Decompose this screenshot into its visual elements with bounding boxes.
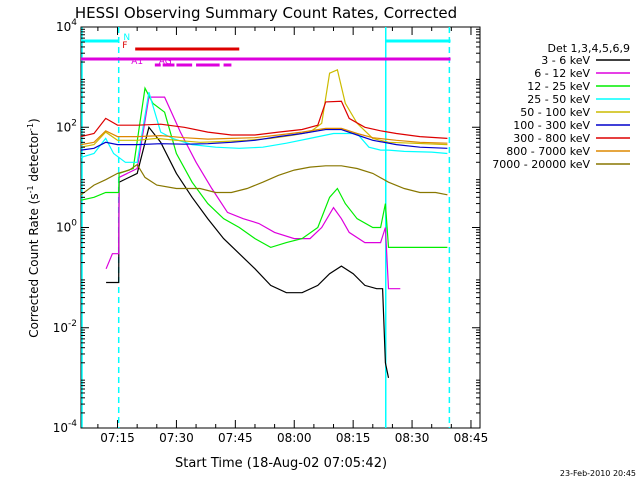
legend-label-6: 300 - 800 keV (513, 132, 590, 145)
y-axis-label: Corrected Count Rate (s-1 detector-1) (26, 118, 41, 337)
flag-label-f: F (122, 41, 127, 51)
footer-date: 23-Feb-2010 20:45 (560, 469, 636, 478)
x-tick-label-1: 07:30 (159, 431, 194, 445)
x-tick-label-3: 08:00 (277, 431, 312, 445)
x-axis-label: Start Time (18-Aug-02 07:05:42) (175, 456, 387, 471)
legend-label-8: 7000 - 20000 keV (492, 158, 590, 171)
flag-label-a1: A1 (131, 57, 143, 67)
series-line-4 (80, 68, 448, 148)
y-tick-label-0: 10-4 (53, 419, 78, 435)
y-axis-label-sup1: -1 (26, 185, 35, 193)
legend-label-5: 100 - 300 keV (513, 119, 590, 132)
plot-area: NF AG A1 (80, 26, 481, 429)
legend-label-2: 12 - 25 keV (527, 80, 590, 93)
y-axis-ticks: 10-4 10-2 100 102 104 (53, 18, 480, 435)
x-axis-ticks: 07:15 07:30 07:45 08:00 08:15 08:30 08:45 (97, 27, 489, 445)
legend-title: Det 1,3,4,5,6,9 (547, 42, 630, 55)
legend-label-0: 3 - 6 keV (541, 54, 590, 67)
series-line-7 (80, 127, 448, 146)
legend-label-4: 50 - 100 keV (520, 106, 590, 119)
series-line-2 (80, 86, 448, 249)
series-line-8 (80, 163, 448, 196)
y-axis-label-mid: detector (27, 131, 41, 186)
series-line-0 (106, 125, 390, 379)
series-line-6 (80, 100, 448, 139)
x-tick-label-5: 08:30 (395, 431, 430, 445)
series-line-1 (105, 96, 401, 290)
legend-label-3: 25 - 50 keV (527, 93, 590, 106)
flag-label-n: N (123, 33, 130, 43)
y-axis-label-end: ) (27, 118, 41, 123)
y-tick-label-3: 102 (56, 118, 77, 134)
legend-label-1: 6 - 12 keV (534, 67, 590, 80)
series-line-5 (80, 128, 448, 151)
legend-label-7: 800 - 7000 keV (506, 145, 590, 158)
flag-label-ag: AG (159, 57, 172, 67)
chart-title: HESSI Observing Summary Count Rates, Cor… (75, 4, 457, 22)
y-tick-label-1: 10-2 (53, 319, 77, 335)
y-axis-label-sup2: -1 (26, 123, 35, 131)
x-tick-label-2: 07:45 (218, 431, 253, 445)
series-line-3 (80, 92, 448, 163)
x-tick-label-0: 07:15 (100, 431, 135, 445)
y-axis-label-main: Corrected Count Rate (s (27, 193, 41, 337)
x-tick-label-4: 08:15 (336, 431, 371, 445)
y-tick-label-2: 100 (56, 219, 77, 235)
y-tick-label-4: 104 (56, 18, 77, 34)
svg-text:Corrected Count Rate (s-1 dete: Corrected Count Rate (s-1 detector-1) (26, 118, 41, 337)
x-tick-label-6: 08:45 (454, 431, 489, 445)
plot-frame (80, 26, 481, 429)
